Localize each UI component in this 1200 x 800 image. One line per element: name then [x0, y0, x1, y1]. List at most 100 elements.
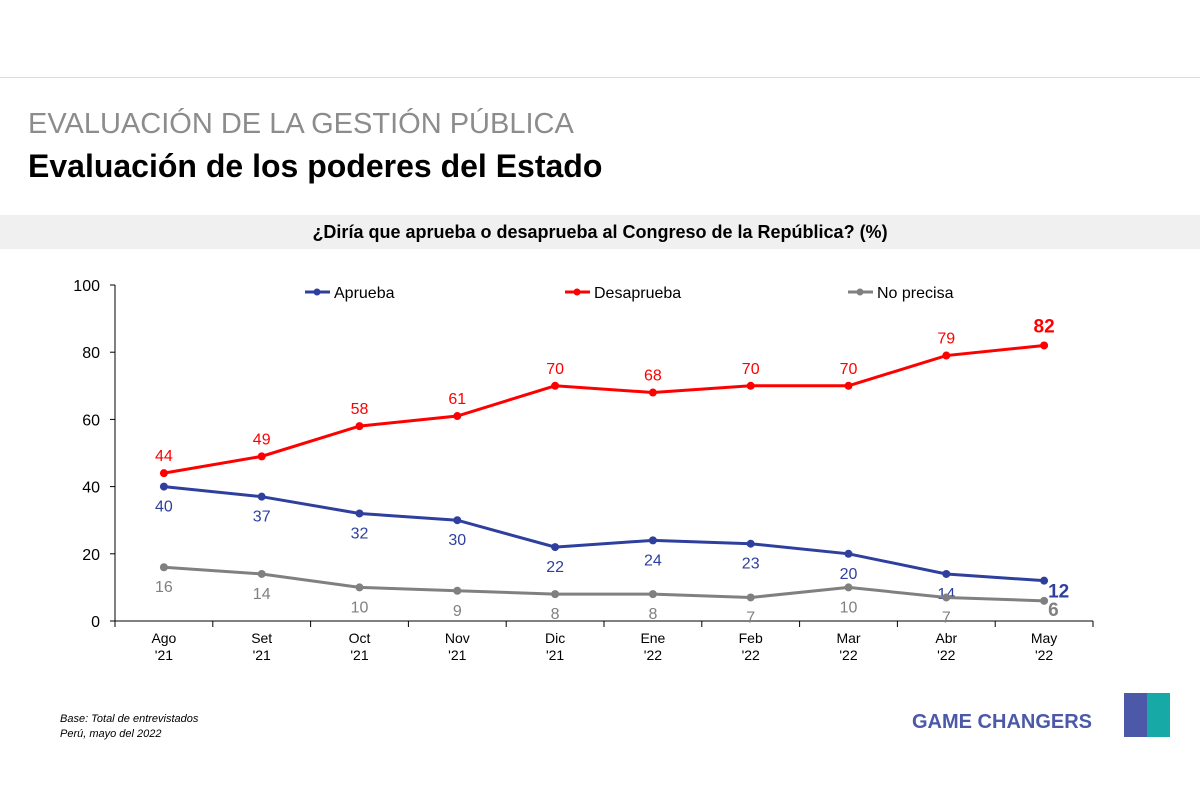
data-point — [844, 549, 853, 558]
data-point — [257, 492, 266, 501]
series-line-Desaprueba — [163, 343, 1045, 475]
footnote-place: Perú, mayo del 2022 — [60, 728, 162, 740]
data-point — [159, 563, 168, 572]
chart-question: ¿Diría que aprueba o desaprueba al Congr… — [0, 215, 1200, 249]
y-tick-label: 20 — [82, 547, 100, 564]
ipsos-logo — [1124, 693, 1170, 737]
data-point — [453, 586, 462, 595]
series-line-No precisa — [163, 565, 1045, 603]
data-point — [746, 539, 755, 548]
data-label: 32 — [351, 525, 369, 542]
legend-label: Desaprueba — [594, 285, 681, 302]
data-point — [648, 590, 657, 599]
data-point — [746, 381, 755, 390]
data-point — [551, 381, 560, 390]
x-tick-label: Set — [251, 630, 272, 646]
section-title: EVALUACIÓN DE LA GESTIÓN PÚBLICA — [28, 108, 574, 140]
data-point — [355, 422, 364, 431]
y-tick-label: 80 — [82, 345, 100, 362]
data-point — [942, 351, 951, 360]
data-label: 8 — [551, 606, 560, 623]
x-tick-label: '22 — [1035, 647, 1053, 663]
data-label: 70 — [840, 361, 858, 378]
data-label: 20 — [840, 566, 858, 583]
data-label: 9 — [453, 603, 462, 620]
data-point — [159, 469, 168, 478]
data-point — [551, 543, 560, 552]
y-tick-label: 40 — [82, 480, 100, 497]
x-tick-label: '22 — [839, 647, 857, 663]
data-label: 10 — [840, 599, 858, 616]
x-tick-label: Oct — [349, 630, 371, 646]
data-label: 82 — [1034, 316, 1055, 337]
data-point — [551, 590, 560, 599]
data-point — [159, 482, 168, 491]
x-tick-label: May — [1031, 630, 1057, 646]
data-point — [355, 583, 364, 592]
x-tick-label: '21 — [253, 647, 271, 663]
x-tick-label: Abr — [935, 630, 957, 646]
y-tick-label: 0 — [91, 614, 100, 631]
data-label: 8 — [648, 606, 657, 623]
x-tick-label: Dic — [545, 630, 565, 646]
x-tick-label: '21 — [448, 647, 466, 663]
data-point — [453, 516, 462, 525]
data-point — [942, 569, 951, 578]
data-label: 23 — [742, 556, 760, 573]
legend-label: No precisa — [877, 285, 954, 302]
data-label: 58 — [351, 401, 369, 418]
tagline: GAME CHANGERS — [912, 711, 1093, 733]
footnote-base: Base: Total de entrevistados — [60, 713, 199, 725]
series-line-Aprueba — [163, 485, 1045, 583]
legend-marker — [573, 288, 581, 296]
data-point — [355, 509, 364, 518]
x-tick-label: Mar — [836, 630, 860, 646]
data-label: 70 — [742, 361, 760, 378]
data-point — [257, 569, 266, 578]
x-tick-label: '21 — [350, 647, 368, 663]
data-point — [648, 536, 657, 545]
x-tick-label: '22 — [644, 647, 662, 663]
x-tick-label: Feb — [739, 630, 763, 646]
data-label: 10 — [351, 599, 369, 616]
data-label: 22 — [546, 559, 564, 576]
data-point — [942, 593, 951, 602]
data-point — [257, 452, 266, 461]
data-label: 49 — [253, 431, 271, 448]
x-tick-label: Ago — [151, 630, 176, 646]
data-label: 7 — [746, 609, 755, 626]
data-label: 61 — [448, 391, 466, 408]
y-tick-label: 60 — [82, 412, 100, 429]
data-label: 70 — [546, 361, 564, 378]
data-label: 16 — [155, 579, 173, 596]
page-title: Evaluación de los poderes del Estado — [28, 148, 603, 184]
x-tick-label: Ene — [640, 630, 665, 646]
data-label: 44 — [155, 448, 173, 465]
data-point — [1040, 341, 1049, 350]
footnote: Base: Total de entrevistados Perú, mayo … — [60, 712, 198, 742]
x-tick-label: '21 — [155, 647, 173, 663]
legend-marker — [856, 288, 864, 296]
data-label: 40 — [155, 499, 173, 516]
data-label: 79 — [937, 331, 955, 348]
data-point — [844, 381, 853, 390]
x-tick-label: '22 — [742, 647, 760, 663]
data-point — [746, 593, 755, 602]
data-label: 68 — [644, 368, 662, 385]
top-divider — [0, 77, 1200, 78]
data-label: 6 — [1048, 600, 1059, 621]
data-label: 14 — [253, 586, 271, 603]
data-point — [1040, 576, 1049, 585]
x-tick-label: '22 — [937, 647, 955, 663]
data-label: 24 — [644, 552, 662, 569]
data-point — [648, 388, 657, 397]
x-tick-label: Nov — [445, 630, 470, 646]
legend-marker — [313, 288, 321, 296]
data-point — [844, 583, 853, 592]
legend-label: Aprueba — [334, 285, 395, 302]
data-label: 30 — [448, 532, 466, 549]
data-point — [1040, 596, 1049, 605]
data-label: 37 — [253, 509, 271, 526]
data-point — [453, 412, 462, 421]
